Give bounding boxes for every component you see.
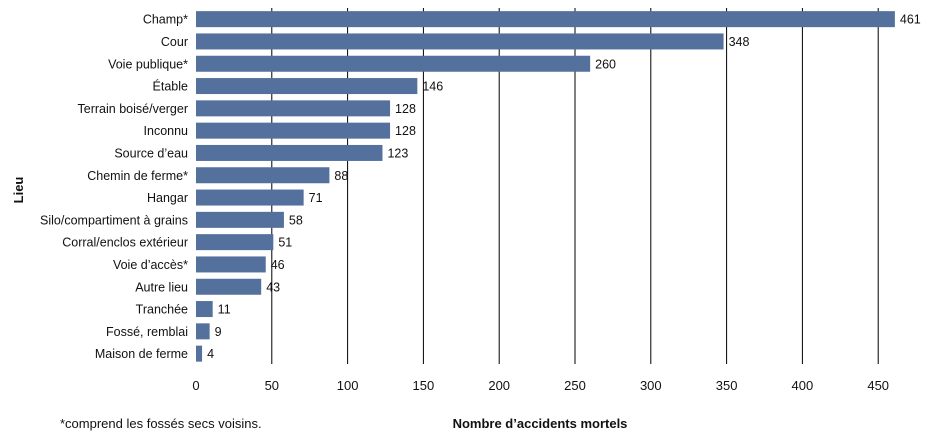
bar xyxy=(196,301,213,318)
bar xyxy=(196,100,391,117)
bar xyxy=(196,33,724,50)
footnote: *comprend les fossés secs voisins. xyxy=(60,416,262,431)
x-tick-label: 400 xyxy=(792,378,814,393)
category-label: Maison de ferme xyxy=(95,347,188,361)
category-label: Source d’eau xyxy=(114,146,188,160)
bar xyxy=(196,256,266,273)
value-label: 461 xyxy=(900,13,921,27)
category-label: Tranchée xyxy=(136,303,188,317)
bar xyxy=(196,234,274,251)
category-label: Silo/compartiment à grains xyxy=(40,213,188,227)
value-label: 11 xyxy=(218,303,231,317)
bar xyxy=(196,211,284,228)
value-label: 58 xyxy=(289,213,303,227)
x-tick-label: 250 xyxy=(564,378,586,393)
x-tick-label: 50 xyxy=(265,378,279,393)
bar xyxy=(196,278,262,295)
category-label: Hangar xyxy=(147,191,188,205)
x-tick-label: 100 xyxy=(337,378,359,393)
bar xyxy=(196,189,304,206)
bar xyxy=(196,167,330,184)
value-label: 123 xyxy=(387,146,408,160)
bar xyxy=(196,78,418,95)
category-label: Chemin de ferme* xyxy=(87,169,188,183)
category-label: Voie d’accès* xyxy=(113,258,188,272)
value-label: 348 xyxy=(729,35,750,49)
bar xyxy=(196,323,210,340)
category-label: Étable xyxy=(153,79,188,94)
x-tick-label: 200 xyxy=(488,378,510,393)
category-label: Terrain boisé/verger xyxy=(78,102,188,116)
value-label: 260 xyxy=(595,57,616,71)
category-label: Champ* xyxy=(143,13,188,27)
bar xyxy=(196,11,895,28)
x-tick-label: 450 xyxy=(867,378,889,393)
x-axis-title: Nombre d’accidents mortels xyxy=(453,416,628,431)
bar xyxy=(196,55,591,72)
value-label: 128 xyxy=(395,102,416,116)
value-label: 46 xyxy=(271,258,285,272)
x-tick-label: 300 xyxy=(640,378,662,393)
category-label: Voie publique* xyxy=(108,57,188,71)
bar xyxy=(196,122,391,139)
x-tick-labels: 0 50 100 150 200 250 300 350 400 450 xyxy=(192,378,889,393)
x-tick-label: 350 xyxy=(716,378,738,393)
x-tick-label: 150 xyxy=(413,378,435,393)
value-label: 71 xyxy=(309,191,323,205)
y-axis-title: Lieu xyxy=(11,177,26,204)
value-label: 128 xyxy=(395,124,416,138)
value-label: 146 xyxy=(422,80,443,94)
value-label: 4 xyxy=(207,347,214,361)
category-label: Cour xyxy=(161,35,188,49)
bars xyxy=(196,11,895,362)
value-label: 43 xyxy=(266,280,280,294)
category-label: Inconnu xyxy=(144,124,189,138)
category-label: Fossé, remblai xyxy=(106,325,188,339)
value-label: 88 xyxy=(334,169,348,183)
value-label: 9 xyxy=(215,325,222,339)
category-label: Autre lieu xyxy=(135,280,188,294)
value-label: 51 xyxy=(278,236,292,250)
category-label: Corral/enclos extérieur xyxy=(62,236,188,250)
bar xyxy=(196,144,383,161)
value-labels: 461 348 260 146 128 128 123 88 71 58 51 46 43 11 94 xyxy=(207,13,921,361)
bar xyxy=(196,345,203,362)
x-tick-label: 0 xyxy=(192,378,199,393)
category-labels: Champ* Cour Voie publique* Étable Terrain bo… xyxy=(40,13,189,361)
